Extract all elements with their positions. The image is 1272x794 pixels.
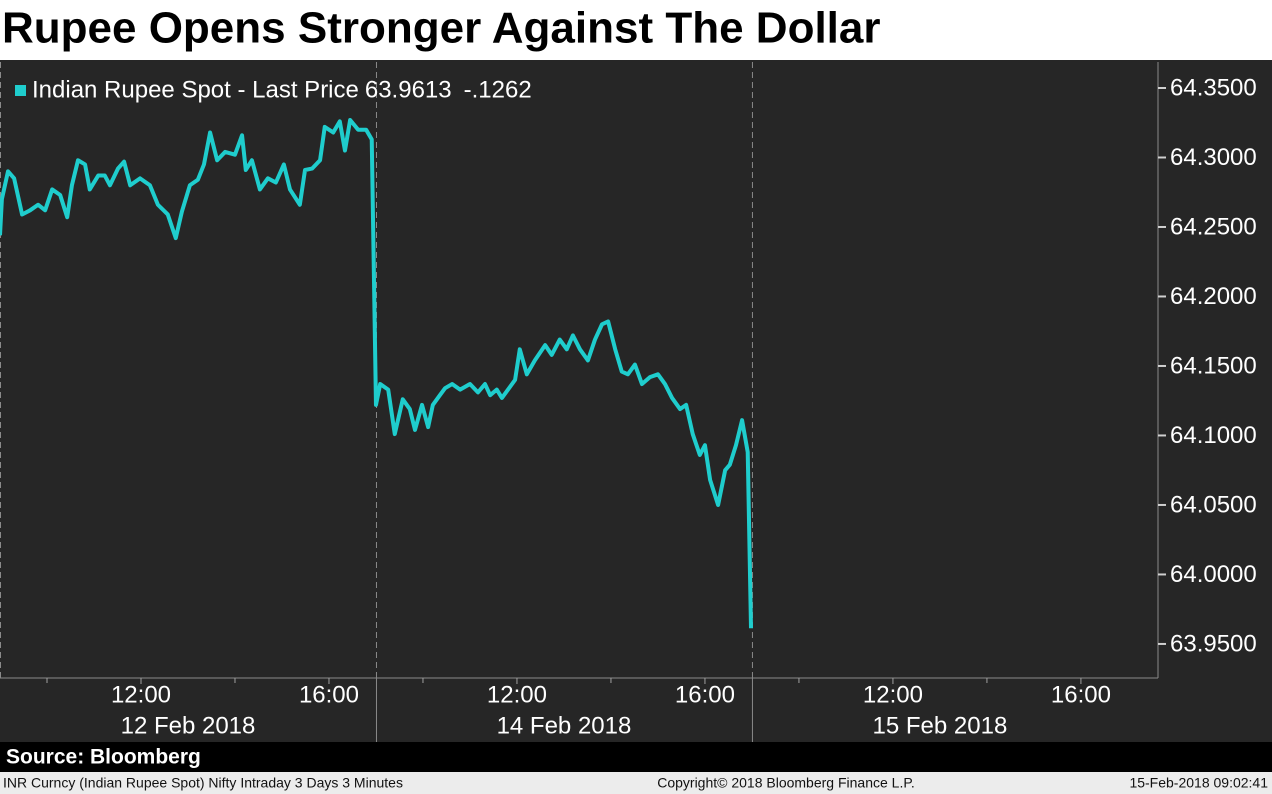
date-label: 14 Feb 2018 [497,712,632,739]
x-tick-label: 12:00 [111,681,171,708]
y-tick-label: 64.2500 [1170,213,1257,240]
x-tick-label: 12:00 [863,681,923,708]
y-tick-label: 64.1000 [1170,422,1257,449]
y-tick-label: 64.2000 [1170,283,1257,310]
timestamp: 15-Feb-2018 09:02:41 [1129,775,1268,791]
footnote: INR Curncy (Indian Rupee Spot) Nifty Int… [3,775,403,791]
legend-swatch [15,85,26,96]
source-background [0,742,1272,772]
legend-label: Indian Rupee Spot - Last Price [32,76,359,103]
chart-background [0,60,1272,742]
chart-title: Rupee Opens Stronger Against The Dollar [2,4,881,53]
y-tick-label: 63.9500 [1170,630,1257,657]
footer-background [0,772,1272,794]
legend-change: -.1262 [464,76,532,103]
x-tick-label: 16:00 [675,681,735,708]
y-tick-label: 64.1500 [1170,352,1257,379]
title-background [0,0,1272,60]
x-tick-label: 16:00 [299,681,359,708]
y-tick-label: 64.3500 [1170,74,1257,101]
date-label: 15 Feb 2018 [873,712,1008,739]
x-tick-label: 12:00 [487,681,547,708]
x-tick-label: 16:00 [1051,681,1111,708]
date-label: 12 Feb 2018 [121,712,256,739]
copyright: Copyright© 2018 Bloomberg Finance L.P. [657,775,915,791]
source: Source: Bloomberg [6,746,201,769]
y-tick-label: 64.0500 [1170,491,1257,518]
legend-last-price: 63.9613 [365,76,452,103]
y-tick-label: 64.3000 [1170,144,1257,171]
price-line [0,117,754,629]
y-tick-label: 64.0000 [1170,561,1257,588]
